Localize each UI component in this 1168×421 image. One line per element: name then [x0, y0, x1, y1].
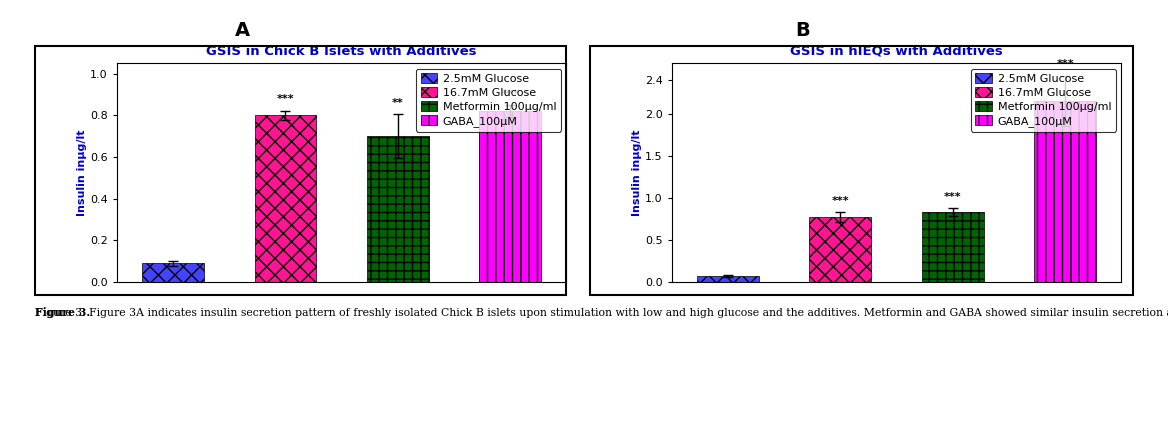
Text: ***: *** — [832, 196, 849, 205]
Title: GSIS in hIEQs with Additives: GSIS in hIEQs with Additives — [790, 45, 1003, 58]
Y-axis label: Insulin inµg/lt: Insulin inµg/lt — [632, 129, 642, 216]
Text: ***: *** — [501, 89, 519, 99]
Legend: 2.5mM Glucose, 16.7mM Glucose, Metformin 100µg/ml, GABA_100µM: 2.5mM Glucose, 16.7mM Glucose, Metformin… — [416, 69, 561, 132]
Bar — [1034, 101, 1096, 282]
Text: A: A — [235, 21, 250, 40]
Y-axis label: Insulin inµg/lt: Insulin inµg/lt — [77, 129, 88, 216]
Legend: 2.5mM Glucose, 16.7mM Glucose, Metformin 100µg/ml, GABA_100µM: 2.5mM Glucose, 16.7mM Glucose, Metformin… — [971, 69, 1115, 132]
Text: ***: *** — [1056, 59, 1073, 69]
Text: Figure 3.: Figure 3. — [35, 307, 90, 318]
Bar — [697, 276, 759, 282]
Bar — [809, 217, 871, 282]
Bar — [479, 111, 541, 282]
Bar — [367, 136, 429, 282]
Text: Figure 3. Figure 3A indicates insulin secretion pattern of freshly isolated Chic: Figure 3. Figure 3A indicates insulin se… — [35, 307, 1168, 318]
Title: GSIS in Chick B Islets with Additives: GSIS in Chick B Islets with Additives — [207, 45, 477, 58]
Text: **: ** — [392, 98, 404, 108]
Text: ***: *** — [944, 192, 961, 202]
Text: ***: *** — [277, 94, 294, 104]
Bar — [922, 212, 983, 282]
Text: B: B — [795, 21, 811, 40]
Bar — [142, 263, 204, 282]
Bar — [255, 115, 317, 282]
